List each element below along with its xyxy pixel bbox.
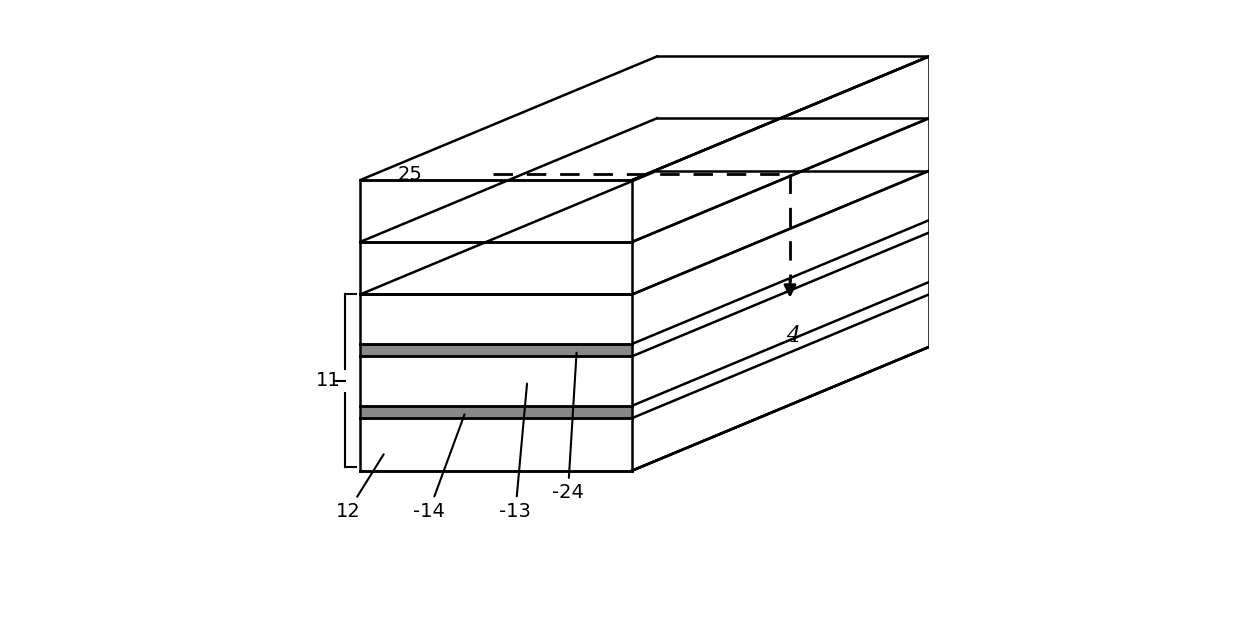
Polygon shape	[361, 180, 632, 242]
Polygon shape	[361, 344, 632, 356]
Polygon shape	[361, 242, 632, 295]
Polygon shape	[361, 356, 632, 406]
Polygon shape	[361, 406, 632, 418]
Text: -13: -13	[500, 384, 532, 521]
Polygon shape	[361, 418, 632, 471]
Text: 12: 12	[336, 454, 383, 521]
Polygon shape	[632, 56, 929, 471]
Text: 4: 4	[786, 325, 800, 347]
Polygon shape	[361, 56, 929, 180]
Text: -24: -24	[552, 353, 584, 502]
Polygon shape	[361, 295, 632, 344]
Text: -14: -14	[413, 415, 465, 521]
Text: 25: 25	[398, 165, 461, 241]
Text: 11: 11	[316, 372, 341, 391]
